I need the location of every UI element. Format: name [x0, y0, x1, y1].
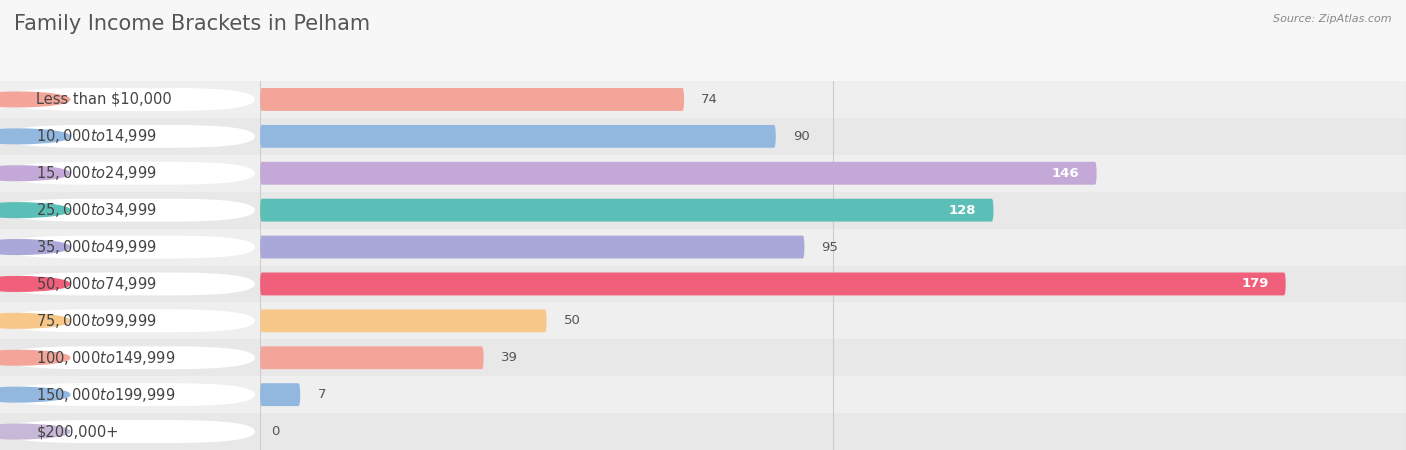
- FancyBboxPatch shape: [3, 162, 254, 184]
- FancyBboxPatch shape: [3, 310, 254, 332]
- FancyBboxPatch shape: [3, 273, 254, 295]
- Bar: [260, 413, 1406, 450]
- Text: Less than $10,000: Less than $10,000: [37, 92, 172, 107]
- FancyBboxPatch shape: [3, 88, 254, 111]
- Text: 95: 95: [821, 241, 838, 253]
- Text: Source: ZipAtlas.com: Source: ZipAtlas.com: [1274, 14, 1392, 23]
- FancyBboxPatch shape: [260, 383, 301, 406]
- Bar: [0, 376, 260, 413]
- Bar: [0, 339, 260, 376]
- Bar: [0, 81, 260, 118]
- Text: $150,000 to $199,999: $150,000 to $199,999: [37, 386, 176, 404]
- Bar: [260, 81, 1406, 118]
- Text: 128: 128: [949, 204, 976, 216]
- Bar: [260, 192, 1406, 229]
- FancyBboxPatch shape: [3, 346, 254, 369]
- Bar: [260, 229, 1406, 266]
- FancyBboxPatch shape: [260, 88, 685, 111]
- Text: $10,000 to $14,999: $10,000 to $14,999: [37, 127, 157, 145]
- FancyBboxPatch shape: [3, 420, 254, 443]
- FancyBboxPatch shape: [3, 236, 254, 258]
- Circle shape: [0, 240, 70, 254]
- Circle shape: [0, 129, 70, 144]
- Bar: [260, 339, 1406, 376]
- FancyBboxPatch shape: [3, 199, 254, 221]
- FancyBboxPatch shape: [3, 383, 254, 406]
- FancyBboxPatch shape: [260, 273, 1285, 295]
- Text: $100,000 to $149,999: $100,000 to $149,999: [37, 349, 176, 367]
- Bar: [260, 266, 1406, 302]
- FancyBboxPatch shape: [260, 346, 484, 369]
- FancyBboxPatch shape: [260, 310, 547, 332]
- Circle shape: [0, 277, 70, 291]
- Circle shape: [0, 314, 70, 328]
- Bar: [0, 192, 260, 229]
- Bar: [0, 413, 260, 450]
- Text: 50: 50: [564, 315, 581, 327]
- Circle shape: [0, 387, 70, 402]
- Text: $35,000 to $49,999: $35,000 to $49,999: [37, 238, 157, 256]
- Bar: [0, 302, 260, 339]
- Bar: [260, 118, 1406, 155]
- Text: 90: 90: [793, 130, 810, 143]
- Bar: [0, 118, 260, 155]
- Text: $25,000 to $34,999: $25,000 to $34,999: [37, 201, 157, 219]
- Circle shape: [0, 351, 70, 365]
- Text: $200,000+: $200,000+: [37, 424, 118, 439]
- Circle shape: [0, 92, 70, 107]
- FancyBboxPatch shape: [260, 125, 776, 148]
- Circle shape: [0, 203, 70, 217]
- Text: 74: 74: [702, 93, 718, 106]
- Text: $50,000 to $74,999: $50,000 to $74,999: [37, 275, 157, 293]
- Text: $15,000 to $24,999: $15,000 to $24,999: [37, 164, 157, 182]
- Text: $75,000 to $99,999: $75,000 to $99,999: [37, 312, 157, 330]
- Text: 7: 7: [318, 388, 326, 401]
- Bar: [260, 155, 1406, 192]
- Circle shape: [0, 424, 70, 439]
- FancyBboxPatch shape: [260, 236, 804, 258]
- Text: 179: 179: [1241, 278, 1268, 290]
- Bar: [260, 376, 1406, 413]
- FancyBboxPatch shape: [260, 162, 1097, 184]
- Bar: [0, 155, 260, 192]
- Bar: [0, 229, 260, 266]
- FancyBboxPatch shape: [260, 199, 994, 221]
- Circle shape: [0, 166, 70, 180]
- Bar: [260, 302, 1406, 339]
- Text: 146: 146: [1052, 167, 1080, 180]
- Text: 39: 39: [501, 351, 517, 364]
- Bar: [0, 266, 260, 302]
- Text: 0: 0: [271, 425, 280, 438]
- FancyBboxPatch shape: [3, 125, 254, 148]
- Text: Family Income Brackets in Pelham: Family Income Brackets in Pelham: [14, 14, 370, 33]
